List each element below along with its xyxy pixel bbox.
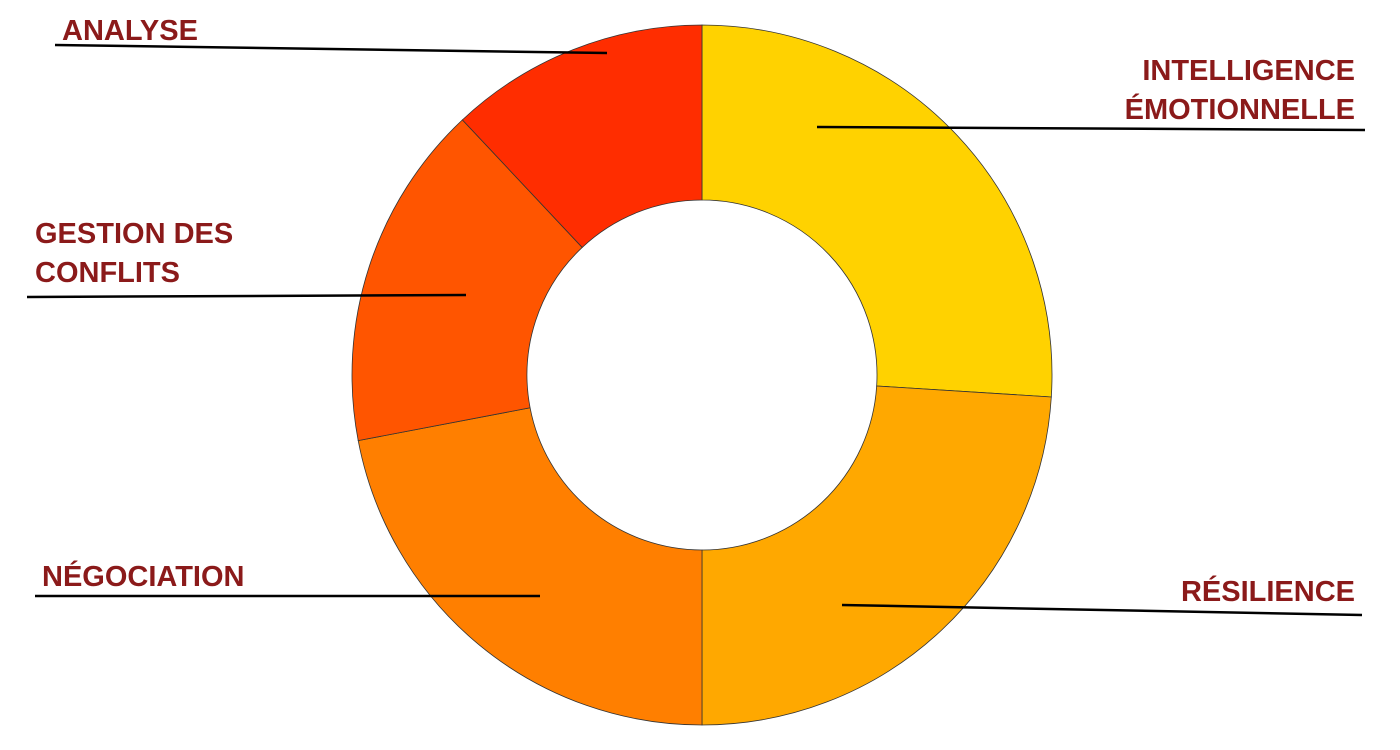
segment-label: INTELLIGENCE ÉMOTIONNELLE [1124, 55, 1355, 126]
donut-segment [701, 24, 1053, 398]
segment-label: ANALYSE [62, 15, 198, 47]
donut-segment [357, 407, 703, 726]
donut-segment [351, 119, 583, 442]
donut-segment [461, 24, 703, 248]
donut-segment [701, 385, 1052, 726]
segment-label: NÉGOCIATION [42, 561, 245, 593]
leader-line [841, 603, 1363, 617]
leader-line [26, 293, 467, 299]
segment-label: GESTION DES CONFLITS [35, 218, 234, 289]
leader-line [54, 43, 608, 55]
segment-label: RÉSILIENCE [1180, 576, 1355, 608]
leader-line [816, 125, 1366, 132]
